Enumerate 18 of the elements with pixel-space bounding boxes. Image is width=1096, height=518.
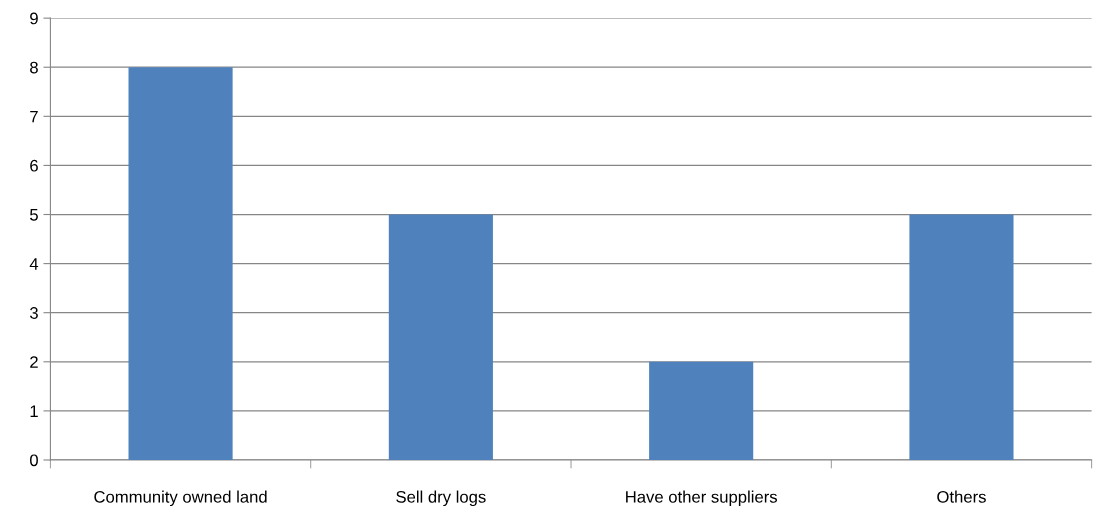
- y-tick-label: 6: [30, 159, 38, 172]
- y-tick-label: 1: [30, 405, 38, 417]
- bar: [909, 214, 1014, 460]
- y-tick-label: 9: [30, 12, 38, 25]
- y-tick-label: 8: [30, 61, 38, 74]
- bar: [128, 67, 233, 460]
- x-tick-label: Sell dry logs: [396, 490, 486, 507]
- bar: [388, 214, 493, 460]
- y-tick-label: 4: [29, 258, 39, 270]
- bar: [649, 361, 754, 460]
- y-tick-label: 7: [30, 110, 38, 123]
- y-tick-label: 2: [30, 356, 38, 368]
- y-tick-label: 3: [29, 307, 38, 319]
- x-tick-label: Community owned land: [94, 490, 267, 507]
- x-tick-label: Others: [937, 490, 986, 503]
- y-tick-label: 5: [30, 209, 38, 221]
- y-tick-label: 0: [29, 454, 38, 467]
- x-tick-label: Have other suppliers: [626, 490, 777, 507]
